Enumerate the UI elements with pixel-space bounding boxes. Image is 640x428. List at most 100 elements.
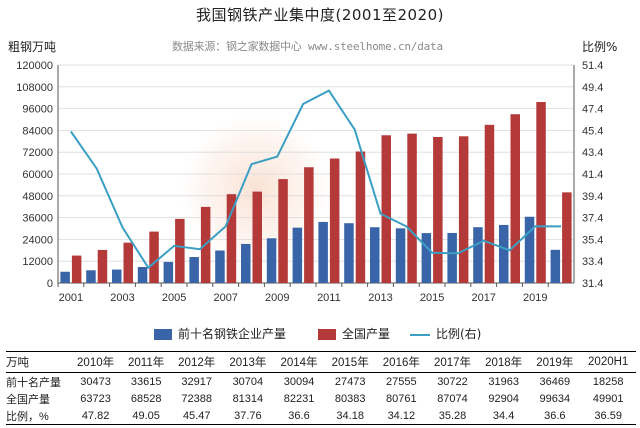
bar-national xyxy=(149,231,159,283)
y-tick-label: 36000 xyxy=(22,213,53,225)
bar-top10 xyxy=(60,271,70,283)
table-cell: 37.76 xyxy=(222,407,274,425)
table-cell: 49901 xyxy=(592,392,624,405)
table-cell: 92904 xyxy=(488,392,519,405)
bar-top10 xyxy=(370,227,380,283)
bar-top10 xyxy=(421,233,432,283)
table-cell: 36.59 xyxy=(580,407,636,425)
bar-top10 xyxy=(215,250,225,283)
table-cell: 34.18 xyxy=(324,407,376,425)
table-cell: 36.6 xyxy=(273,407,325,425)
bar-top10 xyxy=(112,269,122,283)
x-tick-label: 2019 xyxy=(523,292,547,304)
x-tick-label: 2005 xyxy=(162,292,186,304)
chart-title: 我国钢铁产业集中度(2001至2020) xyxy=(195,6,445,24)
table-cell: 33615 xyxy=(130,375,162,388)
table-cell: 68528 xyxy=(130,392,162,405)
y2-tick-label: 39.4 xyxy=(582,191,603,203)
data-source-note: 数据来源：钢之家数据中心 www.steelhome.cn/data xyxy=(172,40,443,53)
table-cell: 81314 xyxy=(232,392,264,405)
y2-tick-label: 31.4 xyxy=(582,278,603,290)
x-tick-label: 2015 xyxy=(420,292,444,304)
bar-national xyxy=(71,255,82,283)
bar-top10 xyxy=(473,227,483,283)
table-cell: 36469 xyxy=(539,375,571,388)
table-cell: 99634 xyxy=(539,392,571,405)
bar-national xyxy=(278,179,288,283)
data-table: 万吨 2010年 2011年 2012年 2013年 2014年 2015年 2… xyxy=(6,351,636,425)
table-cell: 49.05 xyxy=(121,407,172,425)
bar-national xyxy=(97,249,108,283)
table-row-label: 前十名产量 xyxy=(6,376,61,389)
y2-tick-label: 33.4 xyxy=(582,256,603,268)
table-row: 全国产量 63723 68528 72388 81314 82231 80383… xyxy=(6,390,636,407)
table-cell: 72388 xyxy=(181,392,212,405)
table-header-cell: 万吨 xyxy=(6,351,70,373)
table-cell: 80761 xyxy=(386,392,417,405)
legend-label-top10: 前十名钢铁企业产量 xyxy=(178,327,287,341)
table-cell: 63723 xyxy=(80,392,111,405)
table-header-cell: 2015年 xyxy=(324,351,376,373)
bar-national xyxy=(355,151,366,283)
table-cell: 34.4 xyxy=(478,407,530,425)
table-cell: 30704 xyxy=(232,375,264,388)
table-header-cell: 2020H1 xyxy=(580,351,636,373)
bar-national xyxy=(536,101,546,283)
y2-tick-label: 51.4 xyxy=(582,60,603,72)
chart-plot: 0 12000 24000 36000 48000 60000 72000 84000 9600… xyxy=(16,60,603,304)
table-row-label: 全国产量 xyxy=(6,393,50,406)
left-axis-unit: 粗钢万吨 xyxy=(8,40,57,54)
y-tick-label: 12000 xyxy=(22,256,53,268)
bar-top10 xyxy=(137,267,148,283)
table-cell: 30094 xyxy=(283,375,315,388)
y-tick-label: 108000 xyxy=(16,82,53,94)
y-tick-label: 120000 xyxy=(16,60,53,72)
bar-national xyxy=(381,135,391,283)
y2-tick-label: 35.4 xyxy=(582,234,603,246)
y-tick-label: 84000 xyxy=(22,125,53,137)
table-header-cell: 2016年 xyxy=(375,351,427,373)
table-row: 前十名产量 30473 33615 32917 30704 30094 2747… xyxy=(6,373,636,391)
bar-national xyxy=(458,136,469,283)
table-header-cell: 2010年 xyxy=(70,351,122,373)
bar-top10 xyxy=(292,227,303,283)
table-cell: 32917 xyxy=(181,375,212,388)
bar-top10 xyxy=(344,223,354,283)
y2-tick-label: 47.4 xyxy=(582,104,603,116)
bar-top10 xyxy=(550,249,561,283)
bar-national xyxy=(484,124,495,283)
bar-top10 xyxy=(318,221,328,283)
bar-top10 xyxy=(395,228,406,283)
bar-top10 xyxy=(524,216,535,283)
table-cell: 45.47 xyxy=(171,407,223,425)
x-tick-label: 2009 xyxy=(265,292,289,304)
bar-national xyxy=(226,194,237,283)
bar-national xyxy=(433,136,443,283)
table-header-cell: 2011年 xyxy=(121,351,172,373)
x-tick-label: 2017 xyxy=(471,292,495,304)
x-tick-label: 2011 xyxy=(317,292,341,304)
bar-top10 xyxy=(241,243,251,283)
table-cell: 80383 xyxy=(334,392,366,405)
table-cell: 27555 xyxy=(386,375,417,388)
legend-label-ratio: 比例(右) xyxy=(436,327,482,341)
legend-item-top10: 前十名钢铁企业产量 xyxy=(154,325,286,342)
y2-tick-label: 41.4 xyxy=(582,169,603,181)
table-cell: 30473 xyxy=(80,375,111,388)
bar-national xyxy=(123,242,133,283)
legend-swatch-ratio xyxy=(410,333,430,336)
table-row: 比例，% 47.82 49.05 45.47 37.76 36.6 34.18 … xyxy=(6,407,636,425)
x-tick-label: 2001 xyxy=(59,292,83,304)
ratio-line xyxy=(70,89,562,270)
bar-national xyxy=(329,158,340,283)
table-header-cell: 2018年 xyxy=(478,351,530,373)
table-header-row: 万吨 2010年 2011年 2012年 2013年 2014年 2015年 2… xyxy=(6,351,636,373)
table-header-cell: 2017年 xyxy=(426,351,479,373)
y-tick-label: 48000 xyxy=(22,191,53,203)
table-cell: 31963 xyxy=(488,375,519,388)
table-header-cell: 2012年 xyxy=(171,351,223,373)
y-tick-label: 0 xyxy=(47,278,53,290)
table-cell: 18258 xyxy=(592,375,624,388)
table-cell: 30722 xyxy=(437,375,468,388)
table-row-label: 比例，% xyxy=(6,407,70,425)
